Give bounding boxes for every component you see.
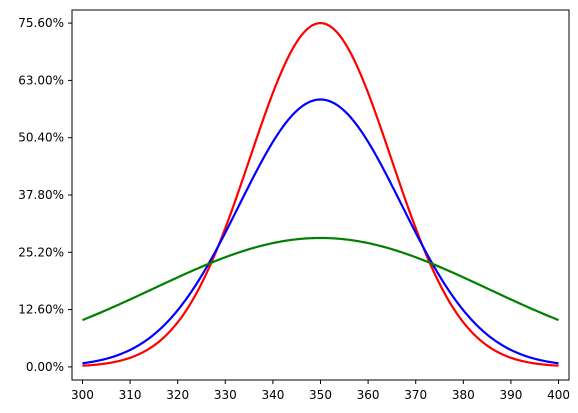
series-line-2 (82, 98, 559, 365)
x-axis: 300 310 320 330 340 350 360 370 380 390 400 (71, 380, 570, 402)
plot-frame (71, 9, 570, 381)
x-tick-label: 310 (119, 388, 142, 402)
x-tick-label: 350 (309, 388, 332, 402)
y-tick-label: 25.20% (18, 245, 64, 259)
x-tick-label: 330 (214, 388, 237, 402)
y-tick-label: 12.60% (18, 303, 64, 317)
y-tick-label: 37.80% (18, 188, 64, 202)
y-axis: 0.00% 12.60% 25.20% 37.80% 50.40% 63.00% 75.60… (18, 16, 72, 374)
series-line-3 (82, 236, 559, 322)
x-tick-label: 340 (261, 388, 284, 402)
x-tick-label: 400 (547, 388, 570, 402)
y-tick-label: 0.00% (26, 360, 64, 374)
x-tick-label: 380 (452, 388, 475, 402)
y-tick-label: 63.00% (18, 73, 64, 87)
x-tick-label: 300 (71, 388, 94, 402)
x-tick-label: 390 (499, 388, 522, 402)
x-tick-label: 370 (404, 388, 427, 402)
y-tick-label: 50.40% (18, 131, 64, 145)
x-tick-label: 360 (357, 388, 380, 402)
y-tick-label: 75.60% (18, 16, 64, 30)
series-line-1 (82, 22, 559, 367)
x-tick-label: 320 (166, 388, 189, 402)
series-layer (82, 22, 559, 367)
